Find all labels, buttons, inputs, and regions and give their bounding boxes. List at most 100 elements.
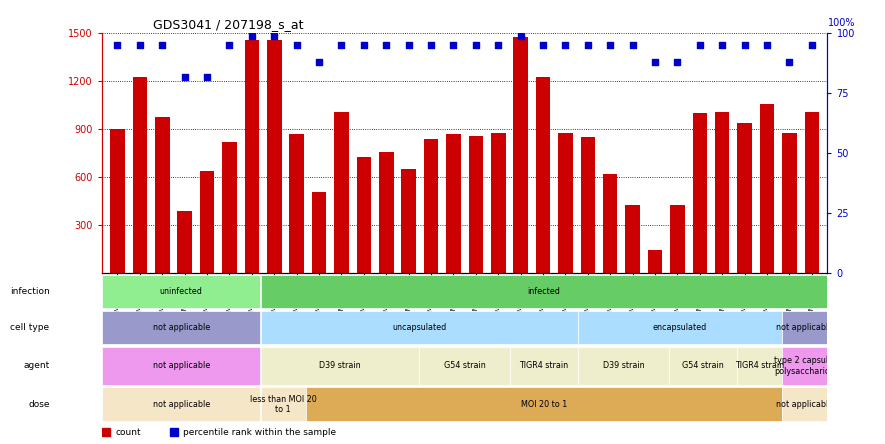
Bar [782, 311, 827, 345]
Text: uncapsulated: uncapsulated [392, 323, 446, 332]
Bar [102, 428, 110, 436]
Point [804, 42, 819, 49]
Point [604, 42, 618, 49]
Bar [312, 192, 327, 274]
Bar [261, 347, 419, 385]
Bar [357, 157, 371, 274]
Point [782, 59, 796, 66]
Point [312, 59, 326, 66]
Point [267, 32, 281, 39]
Bar [693, 113, 707, 274]
Text: percentile rank within the sample: percentile rank within the sample [183, 428, 336, 436]
Point [626, 42, 640, 49]
Point [357, 42, 371, 49]
Bar [177, 211, 192, 274]
Bar [578, 347, 668, 385]
Point [133, 42, 147, 49]
Point [513, 32, 527, 39]
Bar [335, 112, 349, 274]
Bar [419, 347, 510, 385]
Bar [491, 133, 505, 274]
Text: count: count [115, 428, 141, 436]
Point [469, 42, 483, 49]
Text: not applicable: not applicable [152, 361, 210, 370]
Bar [558, 133, 573, 274]
Bar [670, 205, 685, 274]
Text: encapsulated: encapsulated [653, 323, 707, 332]
Point [670, 59, 684, 66]
Text: uninfected: uninfected [159, 287, 203, 296]
Text: type 2 capsular
polysaccharide: type 2 capsular polysaccharide [773, 356, 836, 376]
Bar [578, 311, 781, 345]
Point [335, 42, 349, 49]
Bar [513, 36, 527, 274]
Bar [626, 205, 640, 274]
Text: D39 strain: D39 strain [603, 361, 644, 370]
Bar [244, 40, 259, 274]
Bar [468, 136, 483, 274]
Bar [737, 347, 781, 385]
Bar [648, 250, 662, 274]
Point [222, 42, 236, 49]
Text: D39 strain: D39 strain [319, 361, 361, 370]
Point [491, 42, 505, 49]
Bar [261, 274, 827, 309]
Bar [170, 428, 178, 436]
Point [715, 42, 729, 49]
Bar [133, 76, 147, 274]
Bar [102, 274, 260, 309]
Bar [737, 123, 752, 274]
Bar [102, 347, 260, 385]
Bar [402, 170, 416, 274]
Point [402, 42, 416, 49]
Point [648, 59, 662, 66]
Text: not applicable: not applicable [152, 323, 210, 332]
Text: less than MOI 20
to 1: less than MOI 20 to 1 [250, 395, 317, 414]
Point [200, 73, 214, 80]
Text: cell type: cell type [11, 323, 50, 332]
Point [379, 42, 393, 49]
Bar [603, 174, 618, 274]
Point [760, 42, 774, 49]
Point [737, 42, 751, 49]
Bar [222, 142, 236, 274]
Bar [379, 152, 394, 274]
Bar [581, 137, 595, 274]
Point [581, 42, 595, 49]
Text: not applicable: not applicable [776, 400, 834, 409]
Text: not applicable: not applicable [776, 323, 834, 332]
Bar [289, 134, 304, 274]
Text: dose: dose [28, 400, 50, 409]
Bar [424, 139, 438, 274]
Bar [102, 311, 260, 345]
Text: MOI 20 to 1: MOI 20 to 1 [521, 400, 567, 409]
Bar [110, 129, 125, 274]
Bar [306, 388, 781, 421]
Bar [782, 347, 827, 385]
Bar [446, 134, 461, 274]
Text: not applicable: not applicable [152, 400, 210, 409]
Text: infection: infection [10, 287, 50, 296]
Bar [669, 347, 736, 385]
Text: G54 strain: G54 strain [681, 361, 724, 370]
Bar [759, 104, 774, 274]
Bar [782, 133, 796, 274]
Text: GDS3041 / 207198_s_at: GDS3041 / 207198_s_at [152, 18, 303, 31]
Bar [715, 112, 729, 274]
Text: TIGR4 strain: TIGR4 strain [519, 361, 568, 370]
Point [111, 42, 125, 49]
Text: G54 strain: G54 strain [443, 361, 486, 370]
Bar [261, 311, 578, 345]
Point [155, 42, 169, 49]
Bar [782, 388, 827, 421]
Bar [102, 388, 260, 421]
Bar [511, 347, 578, 385]
Bar [267, 40, 281, 274]
Bar [261, 388, 305, 421]
Text: infected: infected [527, 287, 560, 296]
Point [558, 42, 573, 49]
Text: 100%: 100% [827, 19, 855, 28]
Bar [155, 117, 170, 274]
Point [289, 42, 304, 49]
Point [178, 73, 192, 80]
